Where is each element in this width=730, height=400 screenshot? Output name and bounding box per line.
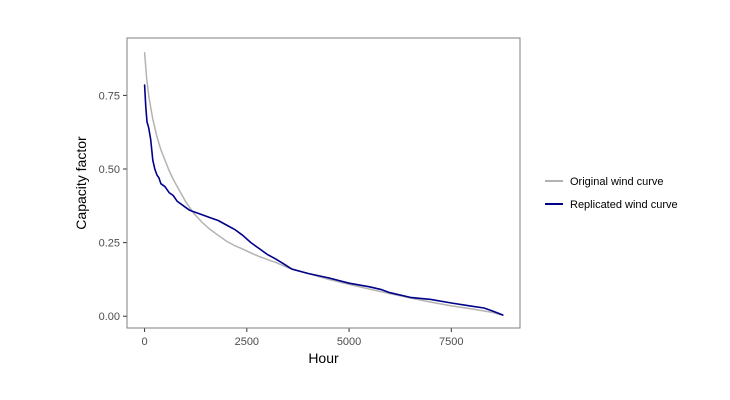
legend: Original wind curve Replicated wind curve xyxy=(545,176,678,211)
y-tick-label: 0.25 xyxy=(99,238,120,250)
x-tick-label: 5000 xyxy=(337,336,361,348)
plot-panel-border xyxy=(126,37,521,329)
y-tick-label: 0.50 xyxy=(99,164,120,176)
series-line-original xyxy=(143,51,504,317)
legend-label-original: Original wind curve xyxy=(570,176,664,188)
series-layer xyxy=(143,51,504,317)
x-axis-title: Hour xyxy=(308,350,339,366)
y-axis-title: Capacity factor xyxy=(73,136,89,230)
ticks-layer: 0 2500 5000 7500 0.00 0.25 0.50 0.75 xyxy=(99,90,464,348)
y-tick-label: 0.75 xyxy=(99,90,120,102)
legend-label-replicated: Replicated wind curve xyxy=(570,199,678,211)
x-tick-label: 0 xyxy=(142,336,148,348)
series-line-replicated xyxy=(143,84,504,316)
x-tick-label: 2500 xyxy=(235,336,259,348)
x-tick-label: 7500 xyxy=(439,336,463,348)
y-tick-label: 0.00 xyxy=(99,311,120,323)
